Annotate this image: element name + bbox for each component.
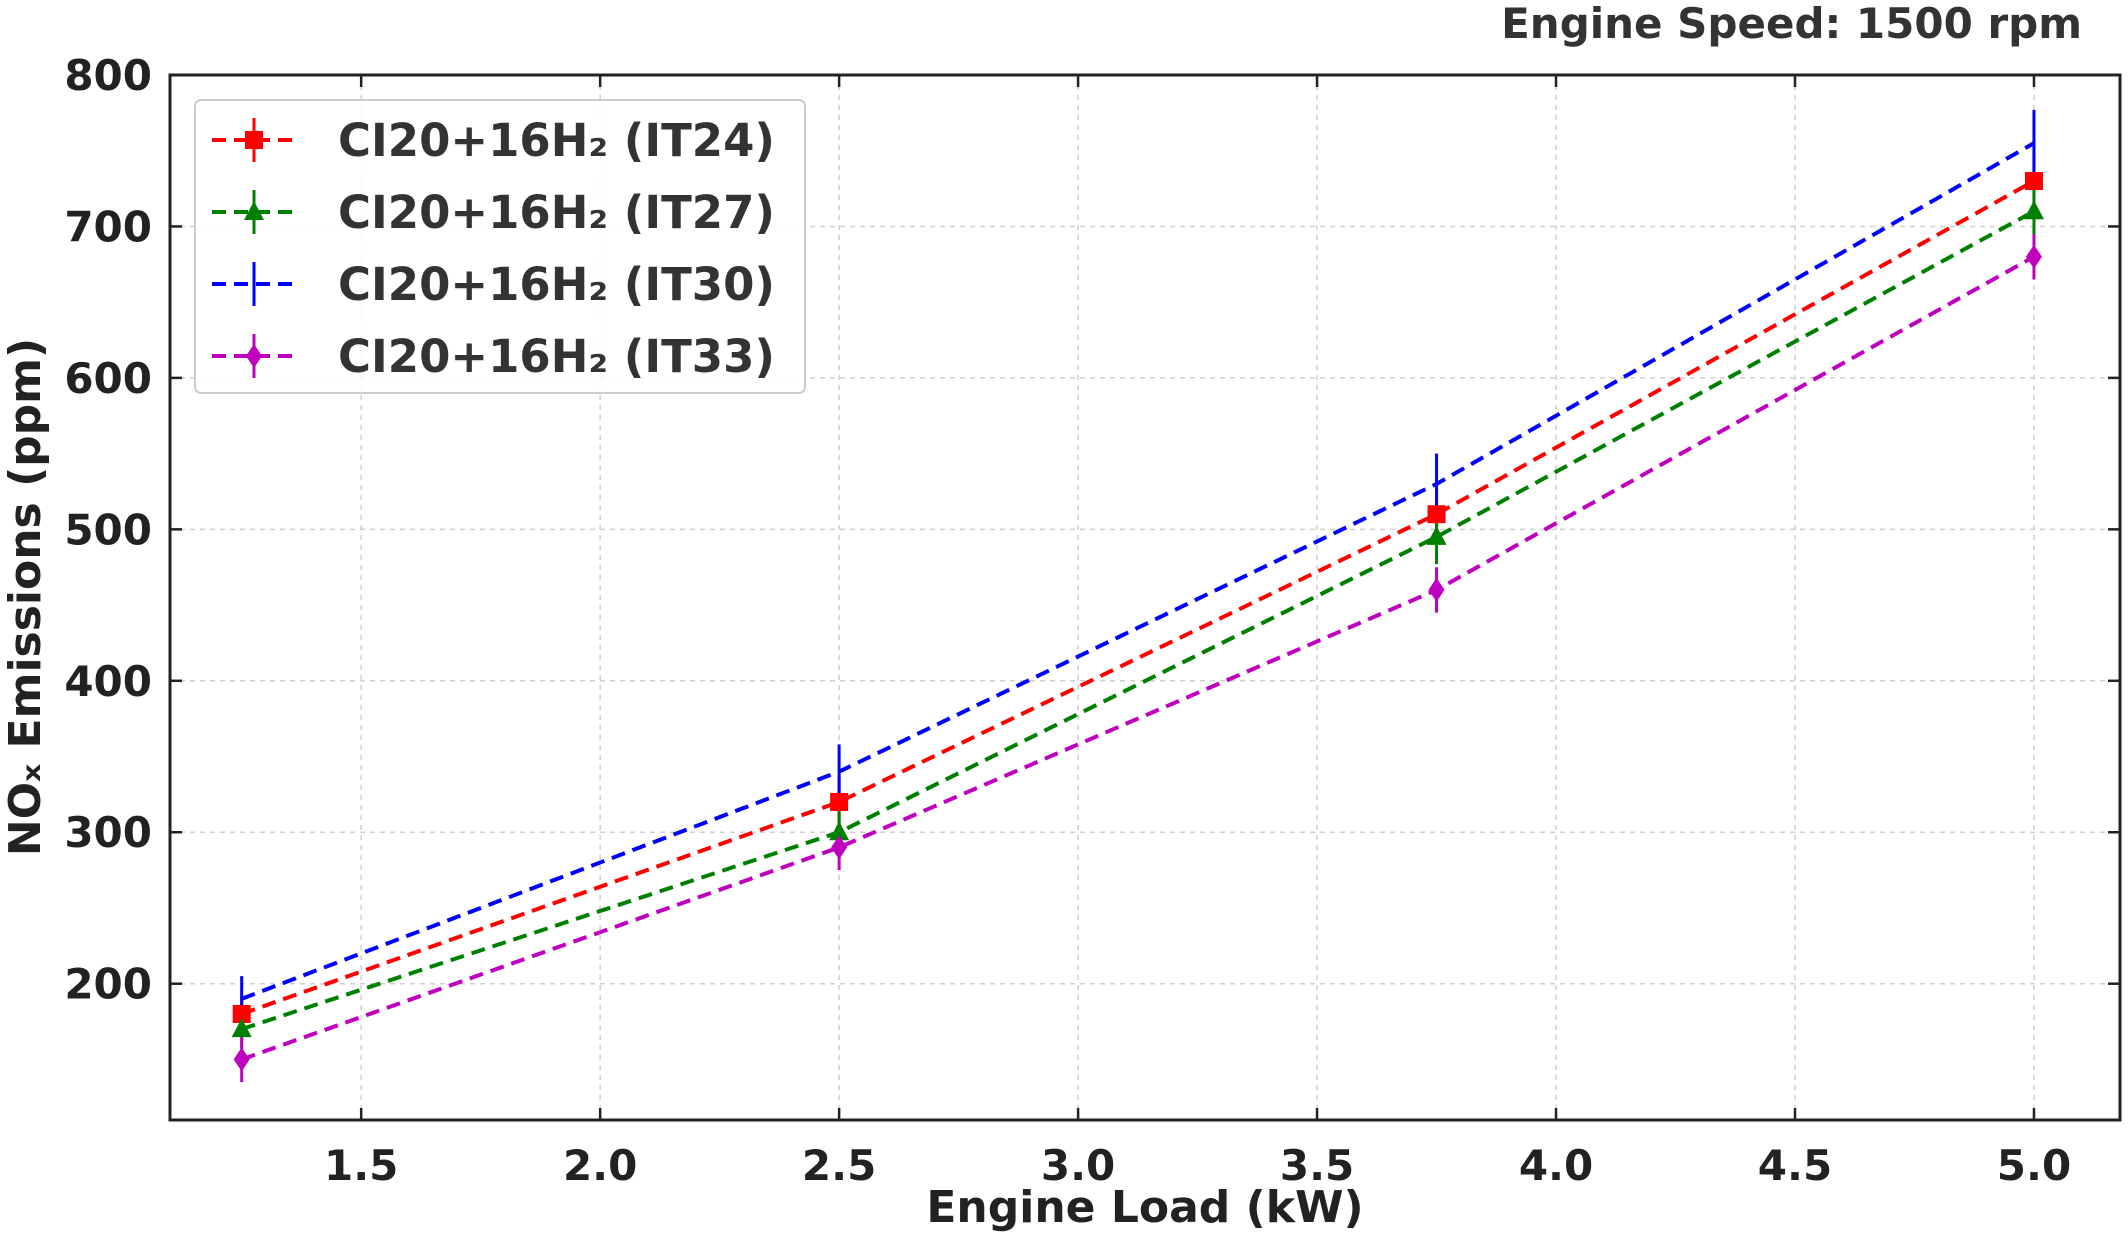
y-tick-label: 300 xyxy=(64,808,152,857)
y-tick-label: 600 xyxy=(64,354,152,403)
x-tick-label: 3.0 xyxy=(1041,1141,1115,1190)
data-point xyxy=(232,1004,251,1023)
y-tick-label: 800 xyxy=(64,51,152,100)
x-tick-label: 2.0 xyxy=(563,1141,637,1190)
y-axis-label: NOₓ Emissions (ppm) xyxy=(0,338,51,856)
x-tick-label: 4.5 xyxy=(1758,1141,1832,1190)
data-point xyxy=(831,835,848,860)
plot-frame xyxy=(168,73,2122,1122)
data-point xyxy=(1427,505,1446,524)
series-line xyxy=(241,254,2035,1062)
x-tick-label: 4.0 xyxy=(1519,1141,1593,1190)
data-point xyxy=(2025,244,2042,269)
x-tick-label: 3.5 xyxy=(1280,1141,1354,1190)
x-tick-label: 5.0 xyxy=(1997,1141,2071,1190)
data-point xyxy=(1426,525,1447,545)
engine-speed-annotation: Engine Speed: 1500 rpm xyxy=(1501,0,2082,48)
data-point xyxy=(2023,200,2044,220)
legend-marker xyxy=(246,344,262,368)
x-axis-label: Engine Load (kW) xyxy=(926,1182,1363,1233)
legend-label: CI20+16H₂ (IT30) xyxy=(338,258,775,311)
data-point xyxy=(830,792,849,811)
data-point xyxy=(231,1018,252,1038)
series-line xyxy=(241,209,2035,1032)
data-point xyxy=(829,821,850,841)
data-point xyxy=(1428,577,1445,602)
data-point xyxy=(2024,172,2043,191)
series-line xyxy=(240,141,2035,1001)
legend-marker xyxy=(244,201,264,220)
y-tick-label: 200 xyxy=(64,960,152,1009)
series-lines xyxy=(240,141,2035,1062)
legend: CI20+16H₂ (IT24) CI20+16H₂ (IT27) CI20+16H… xyxy=(194,99,806,394)
data-markers xyxy=(231,172,2044,1072)
y-tick-label: 500 xyxy=(64,505,152,554)
legend-label: CI20+16H₂ (IT27) xyxy=(338,186,775,239)
x-tick-label: 1.5 xyxy=(324,1141,398,1190)
legend-label: CI20+16H₂ (IT33) xyxy=(338,330,775,383)
legend-box xyxy=(194,99,806,394)
y-tick-labels: 200 300 400 500 600 700 800 xyxy=(64,51,152,1009)
legend-marker xyxy=(245,131,263,149)
legend-label: CI20+16H₂ (IT24) xyxy=(338,114,775,167)
series-line xyxy=(241,179,2035,1016)
x-tick-labels: 1.5 2.0 2.5 3.0 3.5 4.0 4.5 5.0 xyxy=(324,1141,2071,1190)
x-tick-label: 2.5 xyxy=(802,1141,876,1190)
y-tick-label: 400 xyxy=(64,657,152,706)
axis-ticks xyxy=(170,73,2120,1120)
data-point xyxy=(233,1047,250,1072)
y-tick-label: 700 xyxy=(64,202,152,251)
